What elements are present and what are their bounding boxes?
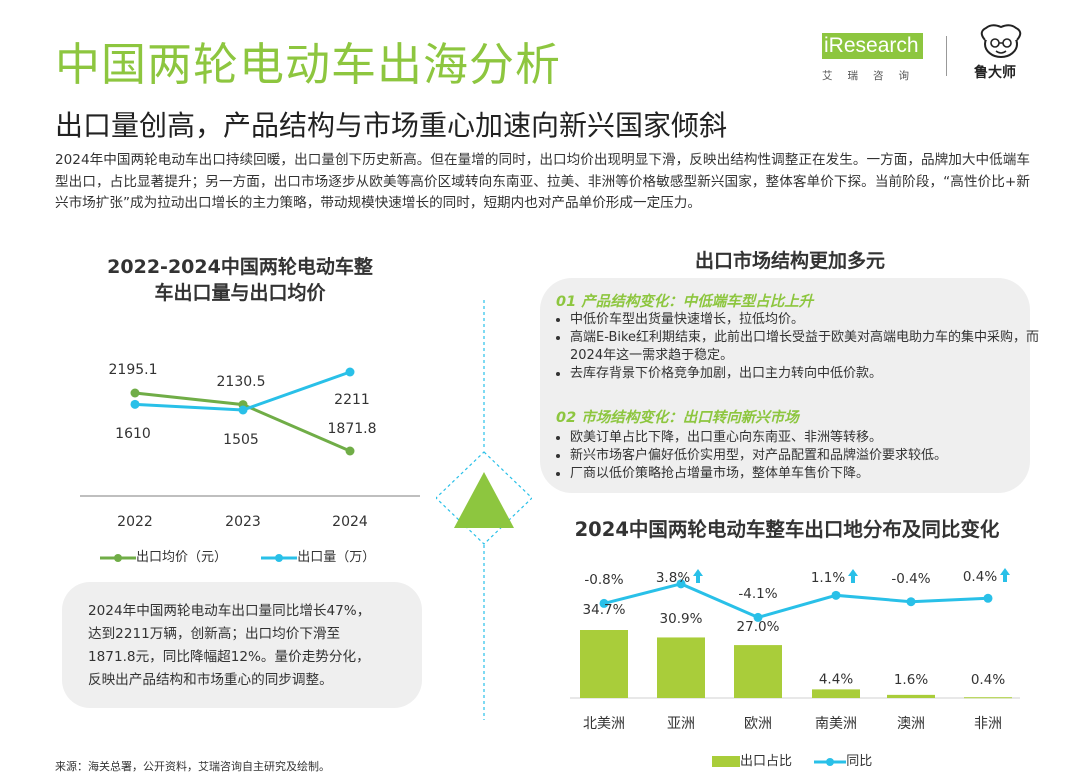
share-bar [964,697,1012,699]
summary-text: 2024年中国两轮电动车出口量同比增长47%， 达到2211万辆，创新高；出口均… [88,600,370,692]
yoy-data-label: 1.1% [811,570,845,586]
summary-line1: 2024年中国两轮电动车出口量同比增长47%， [88,603,371,619]
market-structure-panel: 01 产品结构变化：中低端车型占比上升 中低价车型出货量快速增长，拉低均价。 高… [540,278,1039,493]
x-tick-label: 2023 [225,514,261,530]
up-arrow-icon [848,569,858,583]
summary-line4: 反映出产品结构和市场重心的同步调整。 [88,672,333,688]
category-label: 欧洲 [744,716,772,732]
yoy-data-label: -4.1% [738,586,777,602]
yoy-point [599,598,609,608]
list-item: 高端E-Bike红利期结束，此前出口增长受益于欧美对高端电助力车的集中采购，而2… [570,329,1040,365]
yoy-data-label: -0.8% [584,572,623,588]
block1-bullets: 中低价车型出货量快速增长，拉低均价。 高端E-Bike红利期结束，此前出口增长受… [552,311,1040,383]
yoy-data-label: 3.8% [656,570,690,586]
partner-mascot-icon [980,24,1022,58]
legend-volume-label: 出口量（万） [297,550,376,565]
summary-line2: 达到2211万辆，创新高；出口均价下滑至 [88,626,341,642]
source-note: 来源：海关总署，公开资料，艾瑞咨询自主研究及绘制。 [55,760,330,773]
left-chart-legend: 出口均价（元） 出口量（万） [100,546,375,565]
category-label: 亚洲 [667,716,695,732]
legend-yoy-label: 同比 [846,754,873,769]
right-chart-legend: 出口占比 同比 [712,750,872,769]
summary-line3: 1871.8元，同比降幅超12%。量价走势分化， [88,649,370,665]
logo-divider [946,36,947,76]
legend-yoy-marker [814,757,847,766]
share-data-label: 30.9% [660,611,703,627]
x-tick-label: 2022 [117,514,153,530]
yoy-point [676,579,686,589]
list-item: 去库存背景下价格竞争加剧，出口主力转向中低价款。 [570,365,1040,383]
legend-share-label: 出口占比 [740,754,793,769]
center-divider [436,300,532,720]
list-item: 厂商以低价策略抢占增量市场，整体单车售价下降。 [570,465,1040,483]
legend-volume-marker [261,553,298,562]
intro-paragraph: 2024年中国两轮电动车出口持续回暖，出口量创下历史新高。但在量增的同时，出口均… [55,152,1030,211]
share-bar [887,694,935,698]
page-title: 中国两轮电动车出海分析 [55,38,562,91]
yoy-data-label: 0.4% [963,569,997,585]
yoy-point [983,593,993,603]
summary-panel: 2024年中国两轮电动车出口量同比增长47%， 达到2211万辆，创新高；出口均… [62,582,422,708]
right-combo-chart: 34.7% 30.9% 27.0% 4.4% 1.6% 0.4% -0.8% 3.8% -4.1… [570,568,1020,732]
left-chart-title-line1: 2022-2024中国两轮电动车整 [107,256,373,278]
left-chart-title-line2: 车出口量与出口均价 [154,282,326,304]
price-data-label: 2130.5 [217,374,266,390]
list-item: 中低价车型出货量快速增长，拉低均价。 [570,311,1040,329]
x-tick-label: 2024 [332,514,368,530]
block1-heading: 01 产品结构变化：中低端车型占比上升 [556,294,814,310]
iresearch-logo-sub: 艾瑞咨询 [822,70,924,82]
block2-heading: 02 市场结构变化：出口转向新兴市场 [556,410,799,426]
share-bar [812,689,860,698]
right-chart-title: 2024中国两轮电动车整车出口地分布及同比变化 [574,518,1000,541]
price-data-label: 2195.1 [109,362,158,378]
yoy-point [831,590,841,600]
up-arrow-icon [693,569,703,583]
yoy-line [603,582,989,620]
partner-logo-text: 鲁大师 [974,65,1016,81]
yoy-data-label: -0.4% [891,571,930,587]
category-label: 非洲 [974,716,1002,732]
right-section-title: 出口市场结构更加多元 [694,250,885,272]
iresearch-logo-word: iResearch [822,33,923,59]
list-item: 新兴市场客户偏好低价实用型，对产品配置和品牌溢价要求较低。 [570,447,1040,465]
legend-share-marker [712,756,740,767]
share-data-label: 27.0% [737,619,780,635]
legend-price-marker [100,553,136,562]
triangle-icon [454,472,514,528]
block2-bullets: 欧美订单占比下降，出口重心向东南亚、非洲等转移。 新兴市场客户偏好低价实用型，对… [552,429,1040,483]
page-subtitle: 出口量创高，产品结构与市场重心加速向新兴国家倾斜 [55,109,728,142]
volume-point [130,399,140,409]
share-data-label: 4.4% [819,671,853,687]
volume-data-label: 2211 [334,392,370,408]
yoy-point [753,612,763,622]
list-item: 欧美订单占比下降，出口重心向东南亚、非洲等转移。 [570,429,1040,447]
partner-logo: 鲁大师 [968,24,1038,84]
left-line-chart: 2195.1 2130.5 1871.8 1610 1505 2211 2022 2023 2… [80,362,420,530]
category-label: 澳洲 [897,716,925,732]
left-chart-title: 2022-2024中国两轮电动车整 车出口量与出口均价 [60,254,420,306]
yoy-point [906,597,916,607]
price-point [345,446,355,456]
share-bar [580,630,628,698]
share-data-label: 0.4% [971,672,1005,688]
volume-data-label: 1610 [115,426,151,442]
category-label: 北美洲 [583,716,625,732]
volume-point [238,405,248,415]
price-point [130,388,140,398]
up-arrow-icon [1000,568,1010,582]
share-data-label: 34.7% [583,602,626,618]
share-bar [734,645,782,698]
share-bar [657,637,705,698]
price-data-label: 1871.8 [328,421,377,437]
volume-point [345,367,355,377]
share-data-label: 1.6% [894,672,928,688]
legend-price-label: 出口均价（元） [136,550,228,565]
iresearch-logo: iResearch 艾瑞咨询 [818,30,928,90]
category-label: 南美洲 [815,716,857,732]
volume-data-label: 1505 [223,432,259,448]
